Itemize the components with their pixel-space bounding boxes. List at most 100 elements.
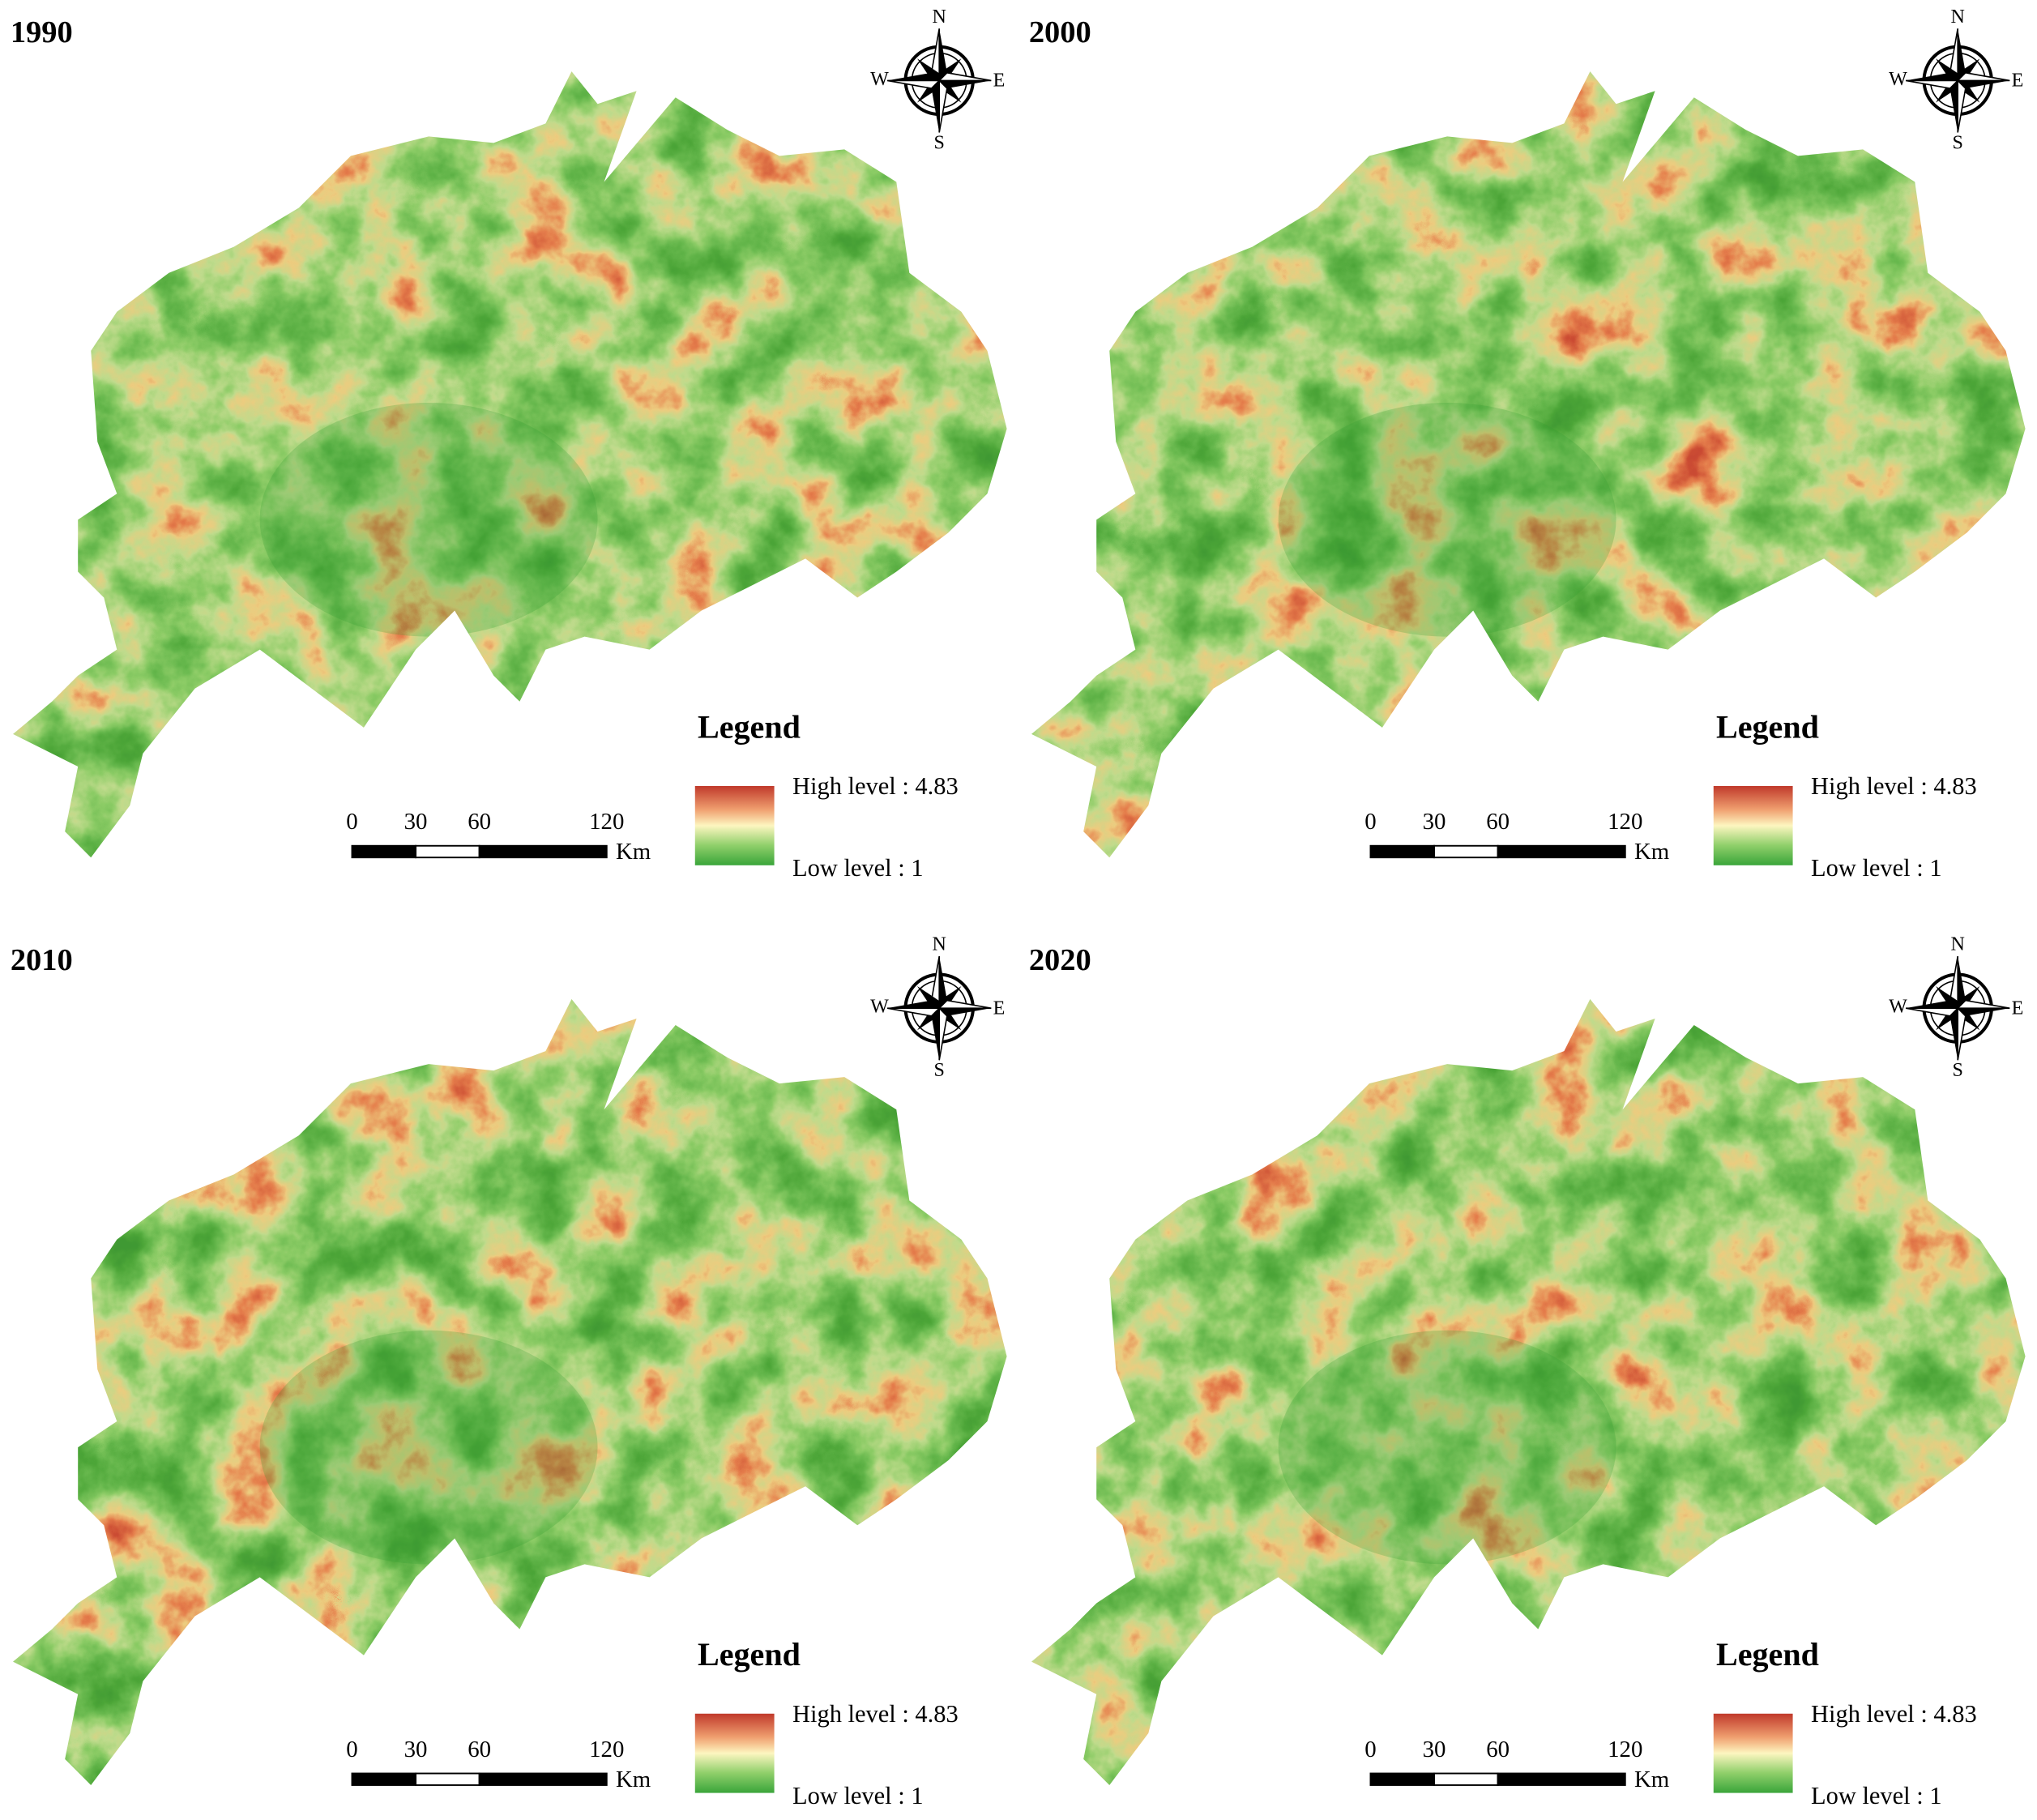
scale-segment	[351, 844, 417, 859]
compass-w: W	[1889, 69, 1907, 90]
scale-segment	[1369, 844, 1436, 859]
compass-e: E	[2012, 70, 2024, 92]
compass-n: N	[933, 934, 946, 955]
compass-s: S	[934, 132, 945, 153]
compass-w: W	[870, 69, 889, 90]
scale-unit: Km	[1634, 1767, 1669, 1792]
scale-segment	[478, 844, 608, 859]
compass-point	[1957, 1006, 1967, 1061]
compass-e: E	[993, 998, 1006, 1019]
map-area	[13, 71, 1007, 858]
compass-point	[1958, 1008, 2010, 1016]
legend-title: Legend	[698, 1636, 801, 1673]
compass-n: N	[1951, 6, 1965, 28]
panel-title: 1990	[11, 15, 73, 49]
compass-point	[938, 1006, 948, 1061]
compass-point	[937, 71, 992, 82]
compass-point	[886, 1007, 942, 1017]
legend-title: Legend	[1716, 708, 1819, 745]
map-shade	[1278, 1330, 1616, 1565]
compass-point	[1905, 79, 1960, 89]
legend-ramp	[694, 1713, 775, 1793]
scale-segment	[478, 1772, 608, 1786]
map-panel: 2000 N S W E Legend High level : 4.83 Low level…	[1029, 6, 2026, 882]
map-area	[1031, 71, 2026, 858]
scale-label: 120	[1608, 1737, 1642, 1762]
compass-s: S	[1953, 1060, 1963, 1081]
map-panel: 2020 N S W E Legend High level : 4.83 Low level…	[1029, 934, 2026, 1809]
compass-point	[937, 999, 992, 1009]
compass-point	[886, 79, 942, 89]
scale-segment	[351, 1772, 417, 1786]
scale-label: 30	[1423, 1737, 1446, 1762]
legend-high: High level : 4.83	[1811, 772, 1977, 800]
scale-label: 0	[346, 1737, 357, 1762]
panel-title: 2000	[1029, 15, 1091, 49]
scale-segment	[1433, 1772, 1499, 1786]
compass-point	[1957, 79, 1967, 133]
legend-low: Low level : 1	[792, 1782, 924, 1809]
compass-point	[1956, 71, 2010, 82]
compass	[1905, 955, 2010, 1061]
scale-label: 0	[346, 809, 357, 835]
compass-point	[1935, 58, 1958, 81]
scale-label: 60	[468, 1737, 491, 1762]
legend-ramp	[1713, 786, 1793, 865]
compass-point	[939, 80, 992, 89]
scale-label: 120	[589, 1737, 624, 1762]
legend-low: Low level : 1	[1811, 1782, 1942, 1809]
compass	[886, 955, 992, 1061]
compass-w: W	[1889, 997, 1907, 1018]
compass-n: N	[1951, 934, 1965, 955]
compass-point	[1958, 28, 1966, 81]
scale-label: 30	[404, 809, 428, 835]
scale-label: 30	[1423, 809, 1446, 835]
map-panel: 2010 N S W E Legend High level : 4.83 Low level…	[11, 934, 1007, 1809]
compass-point	[1906, 1000, 1958, 1009]
compass-point	[939, 1008, 992, 1016]
compass-point	[931, 1008, 940, 1061]
compass	[886, 28, 992, 133]
compass-w: W	[870, 997, 889, 1018]
scale-label: 60	[1486, 809, 1510, 835]
panel-title: 2010	[11, 943, 73, 977]
scale-label: 60	[1486, 1737, 1510, 1762]
panel-title: 2020	[1029, 943, 1091, 977]
legend-high: High level : 4.83	[792, 772, 959, 800]
compass-point	[1956, 999, 2010, 1009]
scale-segment	[1369, 1772, 1436, 1786]
legend-low: Low level : 1	[1811, 854, 1942, 882]
scale-label: 120	[589, 809, 624, 835]
map-panel: 1990 N S W E Legend High level : 4.83 Low level…	[11, 6, 1007, 882]
compass-s: S	[934, 1060, 945, 1081]
compass-point	[939, 956, 947, 1009]
compass-point	[1958, 80, 2010, 89]
compass-point	[1958, 956, 1966, 1009]
compass-point	[938, 79, 948, 133]
legend-high: High level : 4.83	[1811, 1700, 1977, 1728]
scale-segment	[1433, 844, 1499, 859]
compass-point	[1935, 985, 1958, 1009]
scale-segment	[415, 844, 480, 859]
compass-e: E	[993, 70, 1006, 92]
map-shade	[1278, 403, 1616, 637]
compass-point	[887, 72, 940, 81]
scale-segment	[415, 1772, 480, 1786]
legend-title: Legend	[698, 708, 801, 745]
map-shade	[259, 403, 598, 637]
compass-s: S	[1953, 132, 1963, 153]
map-area	[13, 998, 1007, 1785]
compass-point	[916, 58, 940, 81]
compass-n: N	[933, 6, 946, 28]
compass	[1905, 28, 2010, 133]
compass-point	[1905, 1007, 1960, 1017]
legend-high: High level : 4.83	[792, 1700, 959, 1728]
compass-point	[887, 1000, 940, 1009]
map-shade	[259, 1330, 598, 1565]
scale-unit: Km	[1634, 839, 1669, 865]
scale-label: 120	[1608, 809, 1642, 835]
scale-unit: Km	[616, 839, 651, 865]
legend-low: Low level : 1	[792, 854, 924, 882]
compass-point	[1906, 72, 1958, 81]
